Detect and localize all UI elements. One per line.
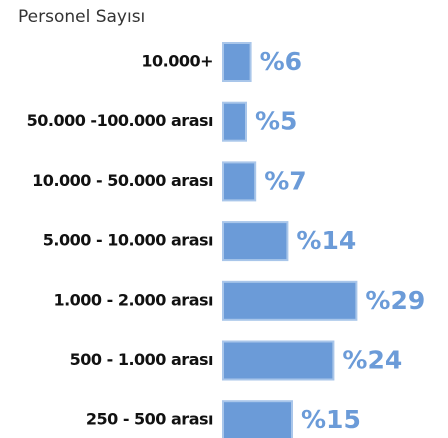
category-label: 10.000+ (141, 52, 213, 71)
bar (222, 340, 335, 381)
bar (222, 101, 247, 142)
bar (222, 400, 293, 438)
chart-title: Personel Sayısı (18, 7, 145, 27)
bar (222, 161, 257, 202)
value-label: %15 (301, 405, 361, 434)
category-label: 1.000 - 2.000 arası (53, 290, 213, 309)
value-label: %5 (255, 107, 297, 136)
category-label: 50.000 -100.000 arası (27, 111, 213, 130)
category-label: 5.000 - 10.000 arası (43, 231, 213, 250)
bar (222, 280, 358, 321)
value-label: %24 (342, 346, 402, 375)
bar (222, 221, 289, 262)
value-label: %6 (260, 47, 302, 76)
category-label: 10.000 - 50.000 arası (32, 171, 213, 190)
value-label: %14 (296, 226, 356, 255)
category-label: 250 - 500 arası (86, 410, 213, 429)
value-label: %7 (264, 166, 306, 195)
bar (222, 42, 252, 82)
category-label: 500 - 1.000 arası (70, 350, 213, 369)
value-label: %29 (365, 286, 425, 315)
